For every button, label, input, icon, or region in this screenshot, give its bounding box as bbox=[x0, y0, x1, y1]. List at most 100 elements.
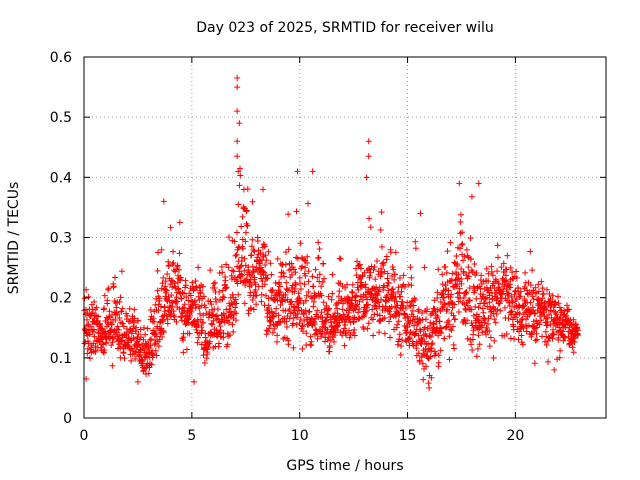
data-point bbox=[147, 342, 154, 349]
data-point bbox=[398, 342, 405, 349]
data-point bbox=[536, 321, 543, 328]
data-point bbox=[390, 266, 397, 273]
data-point bbox=[557, 347, 564, 354]
data-point bbox=[503, 266, 510, 273]
data-point bbox=[291, 286, 298, 293]
data-point bbox=[501, 304, 508, 311]
data-point bbox=[237, 263, 244, 270]
data-point bbox=[503, 331, 510, 338]
data-point bbox=[168, 292, 175, 299]
data-point bbox=[419, 360, 426, 367]
data-point bbox=[466, 269, 473, 276]
data-point bbox=[282, 291, 289, 298]
data-point bbox=[156, 297, 163, 304]
data-point bbox=[367, 269, 374, 276]
data-point bbox=[264, 275, 271, 282]
data-point bbox=[286, 315, 293, 322]
data-point bbox=[428, 374, 435, 381]
data-point bbox=[491, 285, 498, 292]
data-point bbox=[458, 266, 465, 273]
data-point bbox=[301, 317, 308, 324]
data-point bbox=[369, 316, 376, 323]
data-point bbox=[104, 286, 111, 293]
data-point bbox=[272, 279, 279, 286]
data-point bbox=[395, 318, 402, 325]
data-point bbox=[374, 311, 381, 318]
data-point bbox=[302, 307, 309, 314]
data-point bbox=[380, 259, 387, 266]
data-point bbox=[445, 321, 452, 328]
data-point bbox=[261, 243, 268, 250]
data-point bbox=[186, 312, 193, 319]
data-point bbox=[440, 294, 447, 301]
data-point bbox=[292, 269, 299, 276]
data-point bbox=[419, 316, 426, 323]
data-point bbox=[442, 263, 449, 270]
data-point bbox=[533, 330, 540, 337]
data-point bbox=[153, 352, 160, 359]
data-point bbox=[285, 341, 292, 348]
data-point bbox=[456, 285, 463, 292]
data-point bbox=[312, 326, 319, 333]
data-point bbox=[505, 290, 512, 297]
data-point bbox=[555, 300, 562, 307]
data-point bbox=[195, 293, 202, 300]
data-point bbox=[142, 331, 149, 338]
data-point bbox=[408, 274, 415, 281]
data-point bbox=[233, 229, 240, 236]
data-point bbox=[516, 310, 523, 317]
data-point bbox=[479, 305, 486, 312]
data-point bbox=[144, 325, 151, 332]
data-point bbox=[420, 376, 427, 383]
data-point bbox=[202, 304, 209, 311]
data-point bbox=[493, 311, 500, 318]
data-point bbox=[194, 339, 201, 346]
data-point bbox=[377, 265, 384, 272]
data-point bbox=[469, 347, 476, 354]
data-point bbox=[415, 350, 422, 357]
data-point bbox=[140, 336, 147, 343]
data-point bbox=[306, 308, 313, 315]
data-point bbox=[374, 257, 381, 264]
data-point bbox=[177, 274, 184, 281]
data-point bbox=[232, 252, 239, 259]
data-point bbox=[392, 271, 399, 278]
data-point bbox=[437, 299, 444, 305]
data-point bbox=[87, 323, 94, 330]
data-point bbox=[289, 282, 296, 289]
data-point bbox=[234, 108, 241, 115]
data-point bbox=[163, 312, 170, 319]
data-point bbox=[315, 254, 322, 261]
data-point bbox=[342, 322, 349, 329]
data-point bbox=[383, 253, 390, 260]
data-point bbox=[471, 260, 478, 267]
data-point bbox=[234, 280, 241, 287]
data-point bbox=[532, 310, 539, 317]
data-point bbox=[226, 234, 233, 241]
data-point bbox=[407, 264, 414, 271]
data-point bbox=[475, 318, 482, 325]
data-point bbox=[167, 281, 174, 288]
data-point bbox=[556, 354, 563, 361]
data-point bbox=[242, 238, 249, 245]
data-point bbox=[145, 370, 152, 377]
data-point bbox=[326, 344, 333, 351]
data-point bbox=[346, 316, 353, 323]
data-point bbox=[239, 272, 246, 279]
data-point bbox=[180, 334, 187, 341]
data-point bbox=[294, 304, 301, 311]
data-point bbox=[475, 313, 482, 320]
data-point bbox=[449, 323, 456, 330]
data-point bbox=[518, 317, 525, 324]
data-point bbox=[396, 274, 403, 281]
data-point bbox=[301, 281, 308, 288]
data-point bbox=[309, 273, 316, 280]
data-point bbox=[101, 292, 108, 299]
data-point bbox=[288, 298, 295, 305]
data-point bbox=[424, 306, 431, 313]
data-point bbox=[165, 258, 172, 265]
data-point bbox=[202, 334, 209, 341]
y-tick-label: 0.1 bbox=[50, 351, 72, 367]
data-point bbox=[351, 332, 358, 339]
data-point bbox=[370, 332, 377, 339]
